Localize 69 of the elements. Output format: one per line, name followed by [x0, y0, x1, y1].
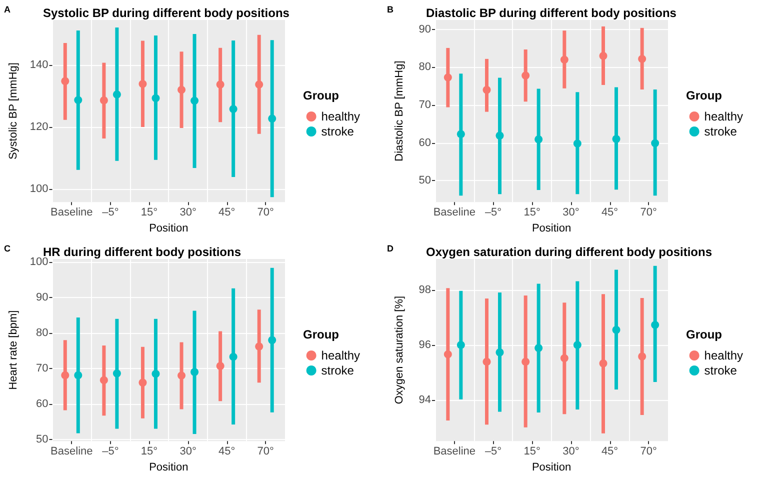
text: B — [387, 4, 394, 14]
legend-label: healthy — [704, 110, 744, 124]
x-tick-label: 30° — [180, 206, 196, 219]
x-tick-label: –5° — [484, 446, 502, 458]
x-axis-title: Position — [149, 462, 188, 474]
chart-title: Oxygen saturation during different body positions — [426, 245, 712, 259]
legend-label: stroke — [321, 124, 354, 138]
x-axis-title: Position — [532, 222, 572, 234]
y-tick-label: 60 — [36, 398, 48, 410]
y-axis-title: Systolic BP [mmHg] — [8, 62, 20, 160]
chart-title: HR during different body positions — [43, 245, 242, 259]
x-tick-label: 15° — [140, 446, 158, 458]
x-tick-label: Baseline — [433, 206, 476, 219]
y-tick-label: 100 — [30, 256, 48, 268]
legend-label: stroke — [321, 364, 354, 378]
x-tick-label: 30° — [562, 446, 580, 458]
x-tick-label: 45° — [218, 206, 236, 219]
y-axis-title: Diastolic BP [mmHg] — [394, 60, 406, 162]
x-tick-label: 70° — [640, 446, 657, 458]
legend-title: Group — [303, 328, 339, 342]
x-tick-label: 70° — [257, 206, 274, 219]
x-tick-label: 45° — [601, 206, 618, 219]
y-tick-label: 60 — [418, 136, 431, 149]
x-tick-label: 30° — [180, 446, 196, 458]
y-tick-label: 50 — [418, 174, 431, 187]
y-tick-label: 70 — [36, 362, 48, 374]
y-tick-label: 90 — [36, 292, 48, 304]
x-tick-label: 15° — [524, 446, 540, 458]
legend-label: healthy — [321, 348, 360, 362]
y-tick-label: 80 — [36, 327, 48, 340]
legend-label: healthy — [321, 110, 360, 124]
legend-title: Group — [303, 88, 339, 102]
x-tick-label: 45° — [601, 446, 618, 458]
x-tick-label: 70° — [257, 446, 274, 458]
legend-label: healthy — [704, 348, 744, 362]
legend-title: Group — [686, 88, 722, 102]
y-tick-label: 100 — [30, 183, 48, 196]
x-tick-label: 45° — [218, 446, 236, 458]
text: C — [4, 244, 11, 254]
text: D — [387, 244, 394, 254]
y-tick-label: 80 — [418, 61, 431, 74]
y-tick-label: 50 — [36, 433, 48, 446]
chart-title: Diastolic BP during different body positions — [426, 6, 677, 20]
legend-title: Group — [686, 328, 722, 342]
x-tick-label: Baseline — [433, 446, 476, 458]
y-tick-label: 70 — [418, 99, 431, 112]
x-tick-label: 30° — [562, 206, 580, 219]
x-tick-label: Baseline — [50, 446, 93, 458]
y-tick-label: 98 — [418, 284, 431, 296]
x-tick-label: 15° — [524, 206, 540, 219]
y-axis-title: Heart rate [bpm] — [8, 310, 20, 390]
y-tick-label: 96 — [418, 338, 431, 351]
x-tick-label: Baseline — [50, 206, 93, 219]
y-tick-label: 120 — [30, 121, 48, 134]
legend-label: stroke — [704, 124, 738, 138]
x-tick-label: –5° — [102, 446, 119, 458]
y-axis-title: Oxygen saturation [%] — [394, 296, 406, 404]
x-tick-label: 15° — [140, 206, 158, 219]
chart-title: Systolic BP during different body positions — [43, 6, 290, 20]
y-tick-label: 140 — [30, 58, 48, 71]
x-tick-label: –5° — [484, 206, 502, 219]
text: A — [4, 4, 11, 14]
y-tick-label: 90 — [418, 23, 431, 36]
x-axis-title: Position — [532, 462, 572, 474]
x-tick-label: –5° — [102, 206, 119, 219]
y-tick-label: 94 — [418, 394, 431, 406]
x-tick-label: 70° — [640, 206, 657, 219]
legend-label: stroke — [704, 364, 738, 378]
x-axis-title: Position — [149, 222, 188, 234]
